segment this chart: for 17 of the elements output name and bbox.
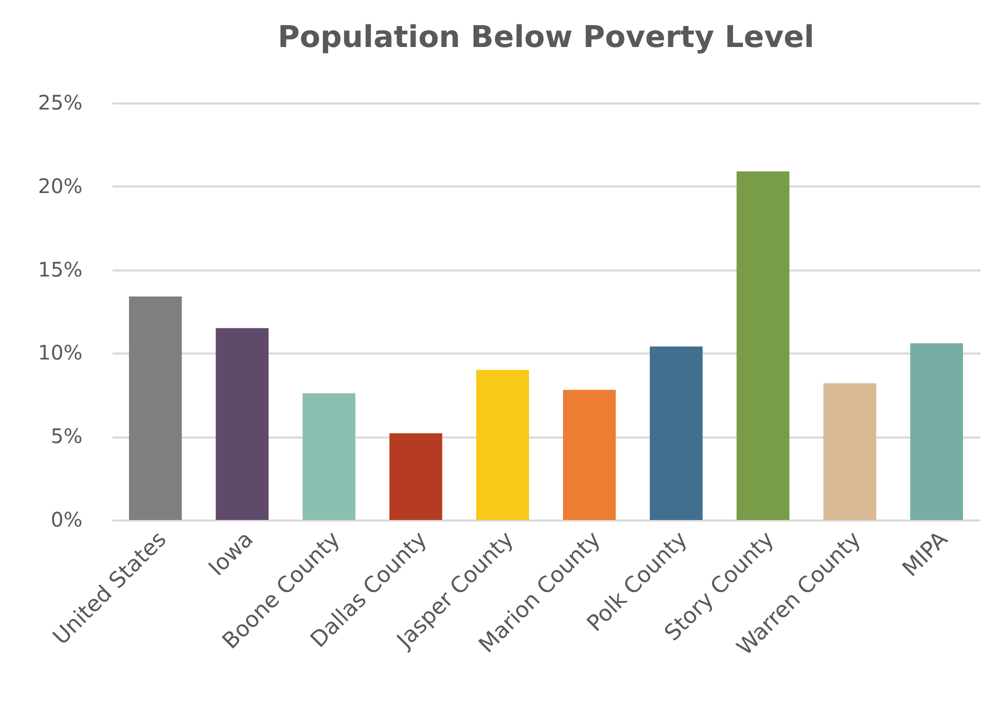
bar [389,433,442,520]
y-tick-label: 0% [50,508,82,532]
chart-title: Population Below Poverty Level [278,20,814,55]
bar [910,343,964,520]
bar [823,383,876,520]
bar [302,393,356,520]
y-tick-label: 15% [38,257,82,282]
y-tick-label: 25% [38,90,82,114]
bar [476,370,530,520]
bar [736,171,790,520]
y-tick-label: 20% [38,174,82,198]
bar [216,328,269,520]
y-tick-label: 5% [50,424,82,448]
y-tick-label: 10% [38,340,82,365]
bar [650,346,703,520]
bar [562,390,616,520]
bar [128,296,182,520]
